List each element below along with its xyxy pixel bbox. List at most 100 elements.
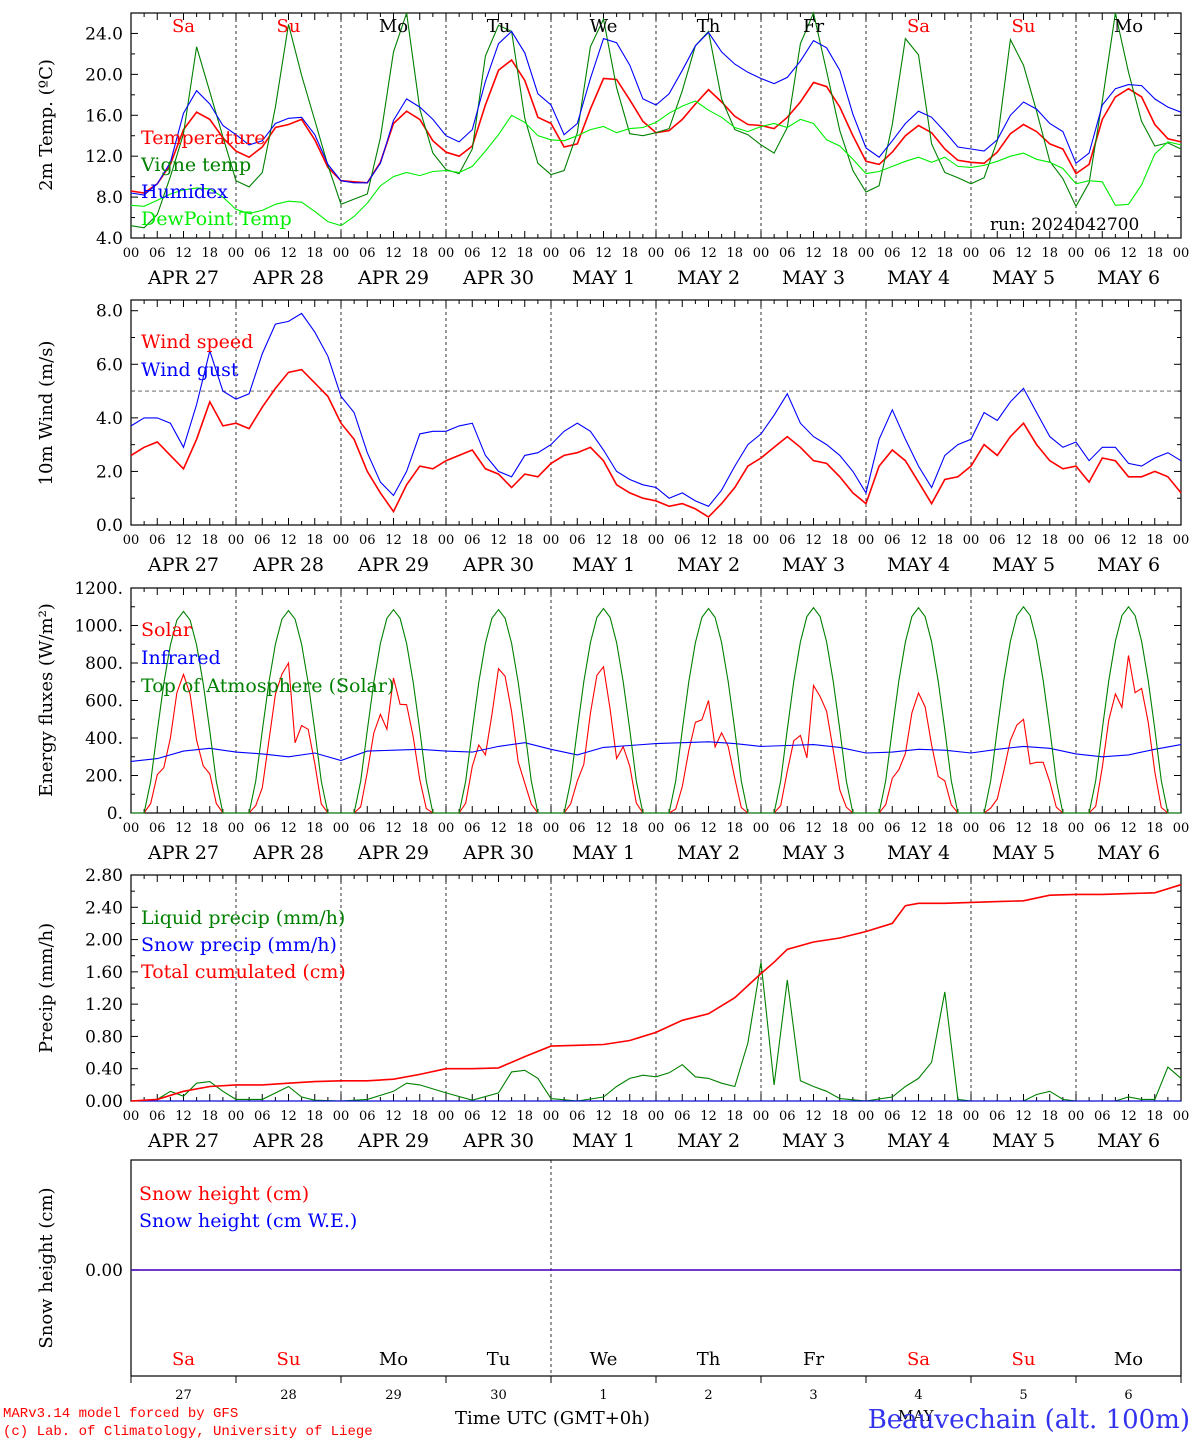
- hour-tick-label: 12: [700, 821, 717, 836]
- wind-y-tick-label: 8.0: [96, 302, 123, 322]
- date-label: MAY 5: [992, 1130, 1055, 1152]
- weekday-label: Tu: [487, 1349, 511, 1370]
- hour-tick-label: 18: [411, 533, 428, 548]
- hour-tick-label: 00: [1173, 821, 1190, 836]
- legend-entry: Total cumulated (cm): [141, 961, 346, 983]
- series-line: [131, 605, 1181, 814]
- weekday-label: Th: [697, 16, 721, 37]
- hour-tick-label: 12: [1120, 533, 1137, 548]
- hour-tick-label: 06: [464, 246, 481, 261]
- date-label: APR 29: [357, 267, 429, 289]
- weekday-label: We: [590, 1349, 618, 1370]
- date-label: MAY 6: [1097, 842, 1160, 864]
- hour-tick-label: 18: [831, 821, 848, 836]
- day-number-label: 28: [280, 1388, 297, 1403]
- hour-tick-label: 12: [280, 1109, 297, 1124]
- precip-y-tick-label: 0.40: [85, 1060, 123, 1080]
- hour-tick-label: 18: [516, 533, 533, 548]
- hour-tick-label: 12: [700, 246, 717, 261]
- hour-tick-label: 06: [674, 246, 691, 261]
- hour-tick-label: 12: [280, 533, 297, 548]
- hour-tick-label: 18: [936, 821, 953, 836]
- hour-tick-label: 00: [543, 821, 560, 836]
- day-number-label: 6: [1124, 1388, 1132, 1403]
- hour-tick-label: 18: [1146, 821, 1163, 836]
- date-label: MAY 2: [677, 267, 740, 289]
- hour-tick-label: 12: [910, 246, 927, 261]
- temp-y-tick-label: 12.0: [85, 147, 123, 167]
- wind-y-tick-label: 6.0: [96, 355, 123, 375]
- hour-tick-label: 00: [963, 1109, 980, 1124]
- legend-entry: Top of Atmosphere (Solar): [141, 675, 394, 697]
- hour-tick-label: 06: [359, 821, 376, 836]
- hour-tick-label: 00: [1068, 246, 1085, 261]
- hour-tick-label: 12: [280, 246, 297, 261]
- legend-entry: Infrared: [141, 647, 221, 669]
- hour-tick-label: 12: [175, 533, 192, 548]
- day-number-label: 29: [385, 1388, 402, 1403]
- wind-y-tick-label: 2.0: [96, 462, 123, 482]
- hour-tick-label: 06: [1094, 1109, 1111, 1124]
- hour-tick-label: 06: [1094, 246, 1111, 261]
- hour-tick-label: 18: [201, 246, 218, 261]
- hour-tick-label: 18: [411, 246, 428, 261]
- hour-tick-label: 00: [333, 246, 350, 261]
- hour-tick-label: 12: [385, 1109, 402, 1124]
- hour-tick-label: 12: [910, 1109, 927, 1124]
- date-label: APR 30: [462, 267, 534, 289]
- wind-frame: [130, 299, 1182, 526]
- date-label: APR 29: [357, 1130, 429, 1152]
- hour-tick-label: 00: [438, 533, 455, 548]
- hour-tick-label: 00: [648, 246, 665, 261]
- series-line: [130, 741, 1182, 762]
- hour-tick-label: 00: [753, 1109, 770, 1124]
- hour-tick-label: 12: [700, 1109, 717, 1124]
- hour-tick-label: 18: [726, 246, 743, 261]
- hour-tick-label: 18: [831, 1109, 848, 1124]
- hour-tick-label: 00: [228, 821, 245, 836]
- hour-tick-label: 06: [674, 1109, 691, 1124]
- hour-tick-label: 18: [516, 246, 533, 261]
- wind-y-axis-label: 10m Wind (m/s): [36, 341, 57, 486]
- hour-tick-label: 18: [831, 533, 848, 548]
- date-label: APR 29: [357, 554, 429, 576]
- date-label: MAY 5: [992, 554, 1055, 576]
- hour-tick-label: 06: [1094, 533, 1111, 548]
- weekday-label: Th: [697, 1349, 721, 1370]
- hour-tick-label: 18: [726, 533, 743, 548]
- hour-tick-label: 18: [1041, 533, 1058, 548]
- hour-tick-label: 06: [569, 533, 586, 548]
- date-label: MAY 4: [887, 267, 950, 289]
- date-label: APR 28: [252, 842, 324, 864]
- hour-tick-label: 18: [936, 246, 953, 261]
- hour-tick-label: 18: [1041, 1109, 1058, 1124]
- series-line: [130, 11, 1182, 229]
- hour-tick-label: 18: [831, 246, 848, 261]
- weekday-label: Fr: [803, 1349, 824, 1370]
- hour-tick-label: 00: [438, 821, 455, 836]
- snow-y-tick-label: 0.00: [85, 1261, 123, 1281]
- hour-tick-label: 12: [805, 533, 822, 548]
- energy-y-tick-label: 600.: [85, 692, 123, 712]
- hour-tick-label: 00: [1173, 533, 1190, 548]
- date-label: MAY 1: [572, 554, 635, 576]
- hour-tick-label: 00: [753, 246, 770, 261]
- weekday-label: Sa: [172, 1349, 195, 1370]
- date-label: MAY 4: [887, 842, 950, 864]
- legend-entry: Snow height (cm W.E.): [139, 1210, 357, 1232]
- date-label: MAY 3: [782, 1130, 845, 1152]
- date-label: MAY 6: [1097, 1130, 1160, 1152]
- precip-y-tick-label: 0.00: [85, 1092, 123, 1112]
- date-label: MAY 6: [1097, 554, 1160, 576]
- panel-precip: 0.00 0.40 0.80 1.20 1.60 2.00 2.40 2.80 Precip (…: [36, 866, 1189, 1152]
- hour-tick-label: 18: [516, 1109, 533, 1124]
- hour-tick-label: 00: [1068, 821, 1085, 836]
- date-label: APR 28: [252, 554, 324, 576]
- hour-tick-label: 00: [858, 533, 875, 548]
- precip-y-tick-label: 2.80: [85, 866, 123, 886]
- hour-tick-label: 06: [884, 1109, 901, 1124]
- hour-tick-label: 18: [1041, 246, 1058, 261]
- weekday-label: Mo: [1114, 16, 1143, 37]
- hour-tick-label: 00: [753, 821, 770, 836]
- hour-tick-label: 12: [805, 1109, 822, 1124]
